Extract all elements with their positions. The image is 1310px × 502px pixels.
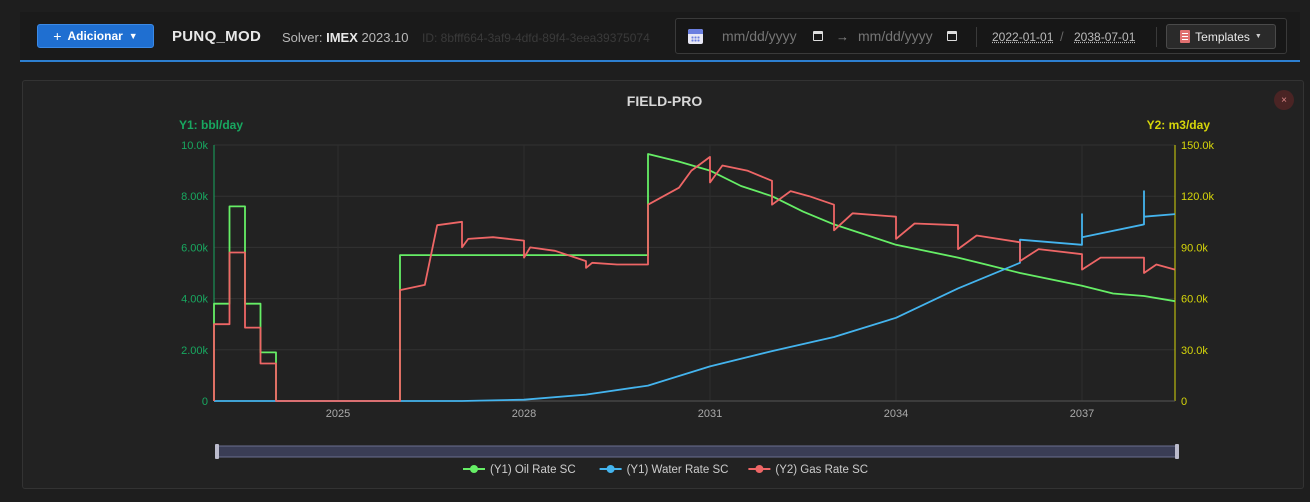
y2-tick-label: 120.0k xyxy=(1181,191,1215,203)
field-pro-chart: FIELD-PRO Y1: bbl/day Y2: m3/day 0 2.00k 4.00… xyxy=(179,93,1215,476)
divider xyxy=(976,27,977,47)
y2-tick-label: 90.0k xyxy=(1181,242,1208,254)
legend-entry: (Y1) Water Rate SC xyxy=(627,464,729,476)
model-id: ID: 8bfff664-3af9-4dfd-89f4-3eea39375074 xyxy=(422,31,650,45)
legend-marker xyxy=(470,465,478,473)
templates-label: Templates xyxy=(1195,29,1250,44)
clipboard-icon xyxy=(1180,30,1191,43)
zoom-handle-left xyxy=(215,444,219,459)
solver-name: IMEX xyxy=(326,30,358,45)
y2-tick-label: 30.0k xyxy=(1181,345,1208,357)
caret-down-icon: ▼ xyxy=(1254,33,1262,40)
legend-marker xyxy=(606,465,615,473)
y1-tick-label: 10.0k xyxy=(181,140,208,152)
x-tick-label: 2034 xyxy=(884,408,908,420)
y2-axis-title: Y2: m3/day xyxy=(1147,118,1211,132)
legend-marker xyxy=(755,465,764,473)
solver-prefix: Solver: xyxy=(282,30,323,45)
plus-icon: + xyxy=(53,28,62,44)
gas-rate-series xyxy=(213,156,1176,402)
zoom-handle-right xyxy=(1175,444,1179,459)
solver-version: 2023.10 xyxy=(361,30,409,45)
y1-axis-title: Y1: bbl/day xyxy=(179,118,243,132)
x-tick-label: 2031 xyxy=(698,408,722,420)
divider xyxy=(1156,27,1157,47)
range-separator: / xyxy=(1060,29,1064,44)
legend-entry: (Y1) Oil Rate SC xyxy=(490,464,576,476)
start-date-picker-icon[interactable] xyxy=(813,31,823,41)
solver-info: Solver: IMEX 2023.10 xyxy=(282,30,409,45)
zoom-slider-track xyxy=(216,445,1178,458)
y1-tick-label: 4.00k xyxy=(181,294,208,306)
arrow-right-icon: → xyxy=(836,29,849,44)
water-rate-series xyxy=(214,190,1176,402)
close-panel-button[interactable]: × xyxy=(1274,90,1294,110)
caret-down-icon: ▼ xyxy=(128,31,138,41)
add-button-label: Adicionar xyxy=(67,29,123,43)
y1-tick-label: 6.00k xyxy=(181,242,208,254)
chart-title: FIELD-PRO xyxy=(627,93,703,109)
end-date-input[interactable] xyxy=(858,28,968,44)
x-tick-label: 2028 xyxy=(512,408,536,420)
add-button[interactable]: + Adicionar ▼ xyxy=(37,24,154,48)
templates-button[interactable]: Templates ▼ xyxy=(1166,24,1276,49)
start-date-input[interactable] xyxy=(722,28,832,44)
oil-rate-series xyxy=(213,153,1176,402)
chart-panel: × FIELD-PRO Y1: bbl/day Y2: m3/day 0 2.00k 4.… xyxy=(22,80,1304,489)
x-tick-label: 2025 xyxy=(326,408,350,420)
range-end-date[interactable]: 2038-07-01 xyxy=(1074,30,1136,44)
calendar-icon xyxy=(688,29,703,44)
toolbar: + Adicionar ▼ PUNQ_MOD Solver: IMEX 2023… xyxy=(20,12,1300,62)
y1-tick-label: 8.00k xyxy=(181,191,208,203)
y2-tick-label: 0 xyxy=(1181,396,1187,408)
y1-tick-label: 2.00k xyxy=(181,345,208,357)
x-tick-label: 2037 xyxy=(1070,408,1094,420)
range-start-date[interactable]: 2022-01-01 xyxy=(992,30,1054,44)
legend-entry: (Y2) Gas Rate SC xyxy=(775,464,868,476)
y1-tick-label: 0 xyxy=(202,396,208,408)
end-date-picker-icon[interactable] xyxy=(947,31,957,41)
y2-tick-label: 60.0k xyxy=(1181,294,1208,306)
y2-tick-label: 150.0k xyxy=(1181,140,1215,152)
model-name: PUNQ_MOD xyxy=(172,28,262,45)
date-filter: → 2022-01-01 / 2038-07-01 Templates ▼ xyxy=(675,18,1287,54)
